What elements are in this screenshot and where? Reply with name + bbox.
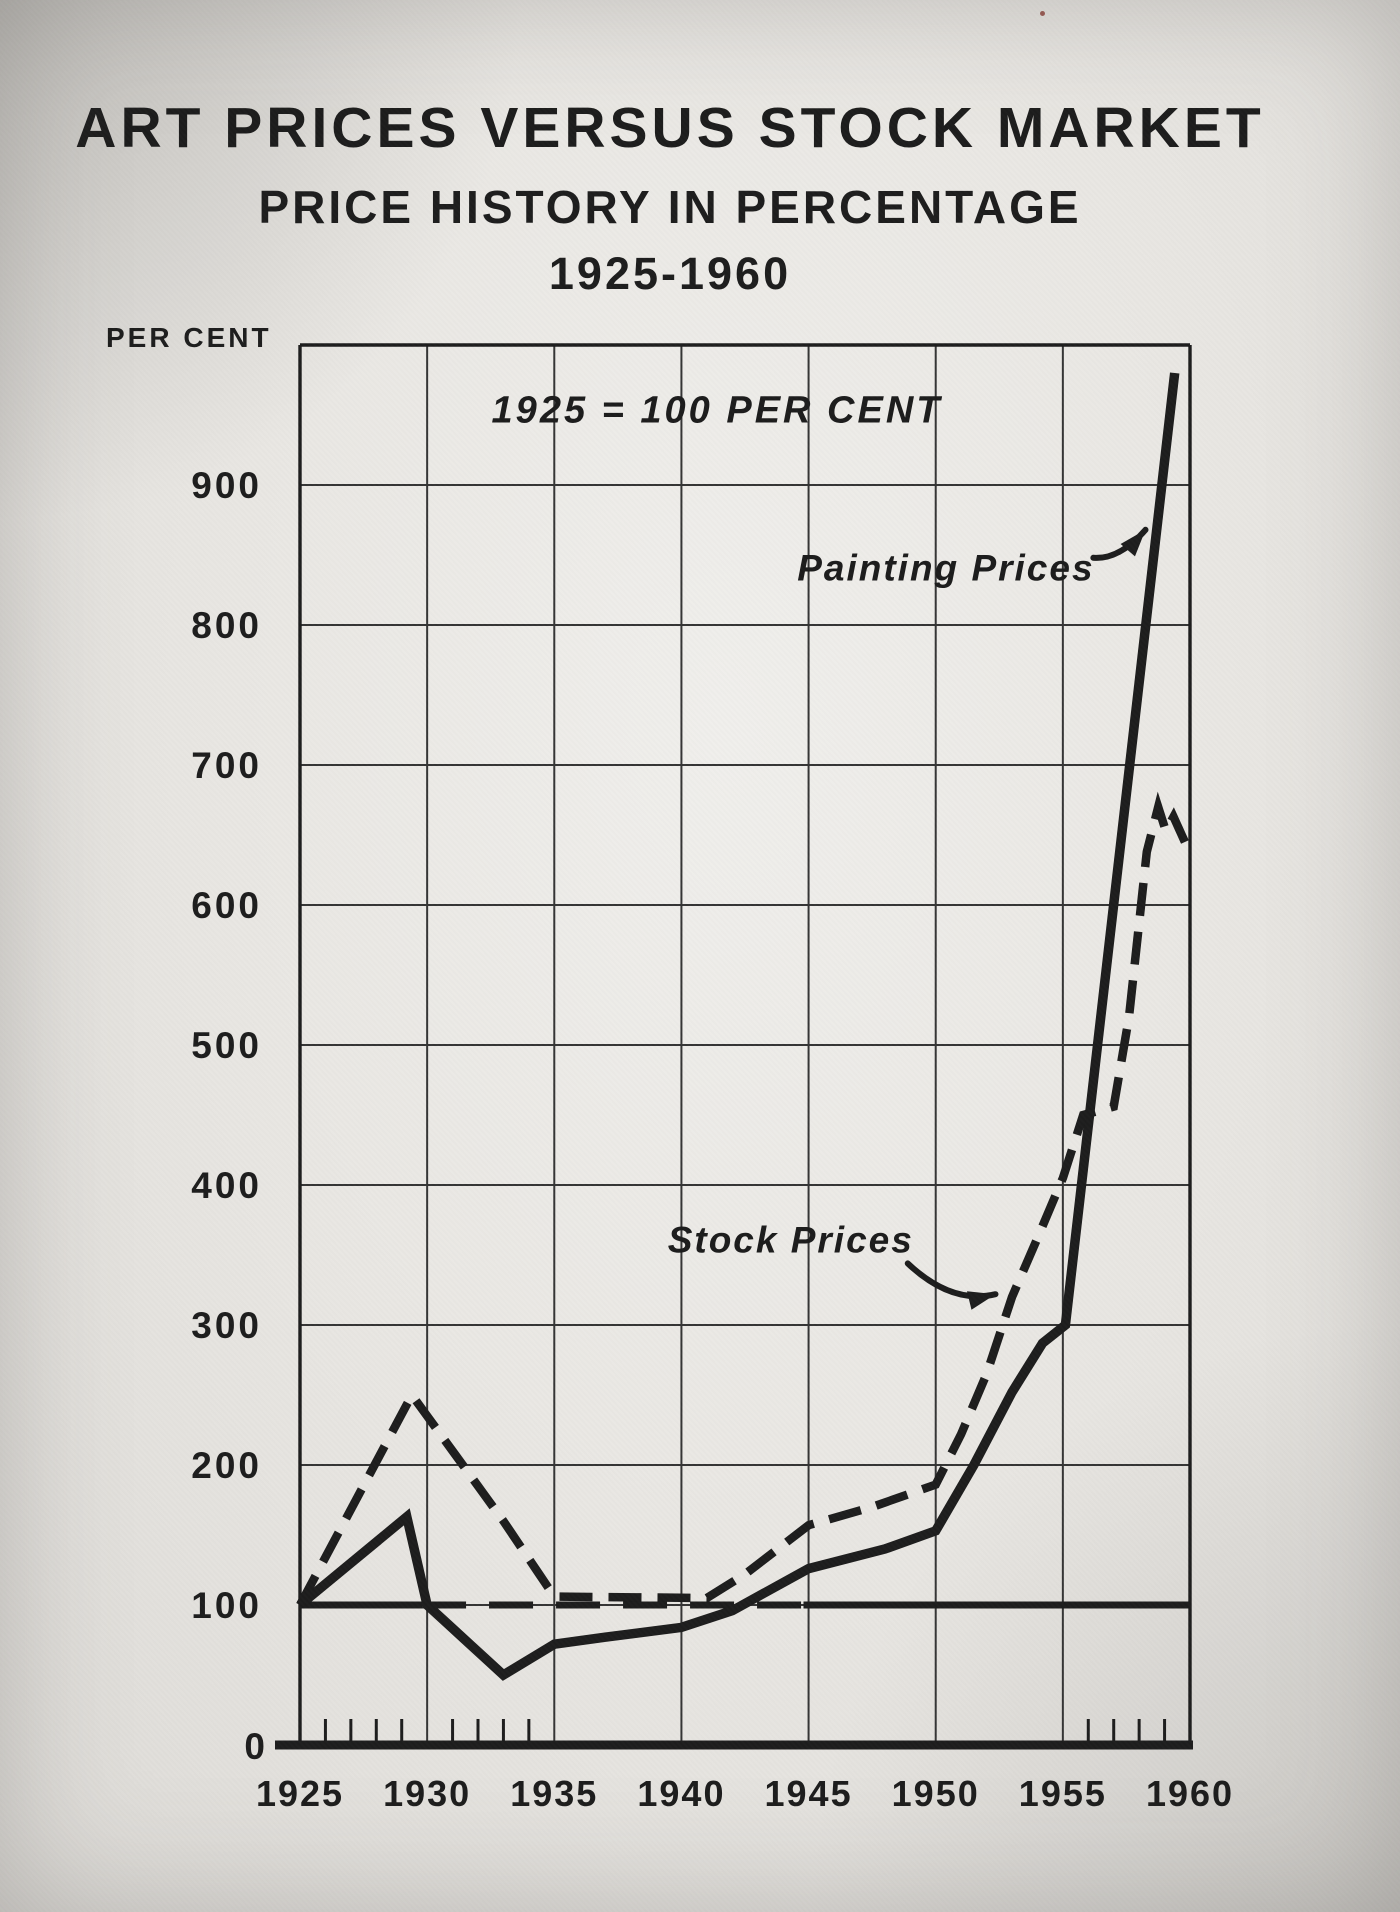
chart-title: ART PRICES VERSUS STOCK MARKET	[75, 96, 1265, 160]
stock-prices-label: Stock Prices	[668, 1220, 914, 1261]
chart-subtitle: PRICE HISTORY IN PERCENTAGE	[258, 181, 1082, 233]
x-tick-label-1950: 1950	[892, 1773, 980, 1814]
series-line-stock-prices	[296, 791, 1189, 1607]
chart-date-range: 1925-1960	[548, 248, 792, 299]
y-tick-label-300: 300	[191, 1305, 262, 1346]
y-tick-label-700: 700	[191, 745, 262, 786]
y-tick-label-200: 200	[191, 1445, 262, 1486]
x-tick-label-1940: 1940	[637, 1773, 725, 1814]
y-tick-label-400: 400	[191, 1165, 262, 1206]
x-tick-label-1955: 1955	[1019, 1773, 1107, 1814]
y-tick-label-800: 800	[191, 605, 262, 646]
x-tick-label-1935: 1935	[510, 1773, 598, 1814]
y-tick-label-0: 0	[244, 1726, 268, 1767]
paper-speck	[1040, 11, 1045, 16]
chart-generated-layer: 0 100 200 300 400 500 600 700 800 900 1925 1930 1935…	[191, 343, 1234, 1814]
arrow-head-icon	[1120, 529, 1146, 557]
y-tick-label-500: 500	[191, 1025, 262, 1066]
series-line-painting-prices	[296, 372, 1180, 1681]
x-tick-label-1945: 1945	[765, 1773, 853, 1814]
arrow-head-icon	[966, 1291, 996, 1310]
y-tick-label-600: 600	[191, 885, 262, 926]
y-tick-label-900: 900	[191, 465, 262, 506]
x-tick-label-1925: 1925	[256, 1773, 344, 1814]
painting-prices-label: Painting Prices	[797, 548, 1094, 589]
annotation-arrows-layer	[904, 526, 1149, 1310]
y-tick-label-100: 100	[191, 1585, 262, 1626]
y-axis-caption: PER CENT	[106, 322, 272, 353]
x-tick-label-1960: 1960	[1146, 1773, 1234, 1814]
x-tick-label-1930: 1930	[383, 1773, 471, 1814]
baseline-note: 1925 = 100 PER CENT	[492, 389, 943, 431]
arrow-shaft	[904, 1260, 999, 1300]
